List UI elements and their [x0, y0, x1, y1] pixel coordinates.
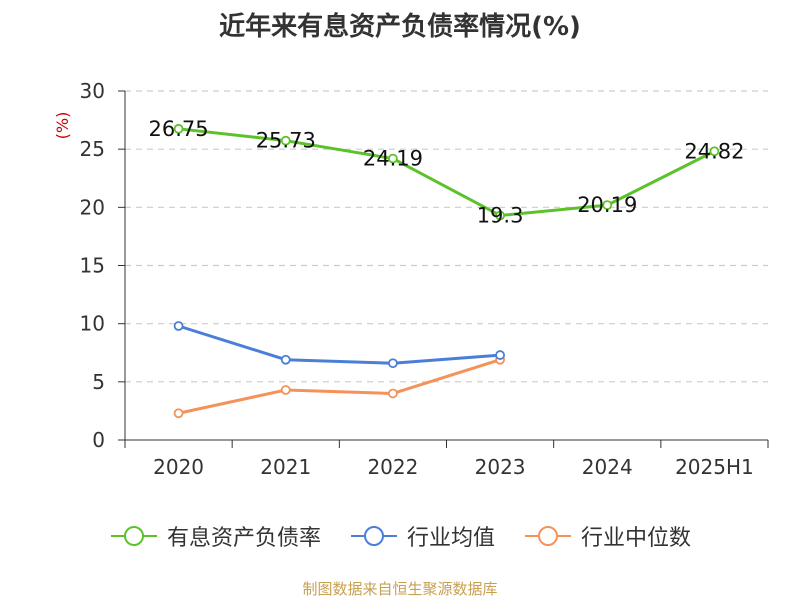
data-point-series-3	[173, 408, 184, 419]
y-axis-label: (%)	[53, 112, 72, 140]
data-point-series-1	[602, 200, 613, 211]
legend-label-series-2: 行业均值	[406, 526, 495, 551]
y-tick-label: 30	[80, 79, 105, 103]
x-tick-label: 2020	[153, 455, 204, 479]
data-label-series-1: 24.19	[363, 147, 423, 171]
x-tick-label: 2024	[582, 455, 633, 479]
data-label-series-1: 20.19	[577, 193, 637, 217]
data-source: 制图数据来自恒生聚源数据库	[302, 580, 498, 598]
y-tick-label: 5	[92, 370, 105, 394]
data-point-series-2	[495, 350, 505, 360]
y-tick-label: 25	[80, 137, 105, 161]
data-label-series-1: 25.73	[256, 129, 316, 153]
series-line-2	[178, 324, 501, 365]
data-label-series-1: 26.75	[149, 117, 209, 141]
legend-circle-series-2	[363, 526, 384, 546]
y-tick-label: 0	[92, 428, 105, 452]
legend-item-series-1[interactable]: 有息资产负债率	[109, 520, 321, 552]
x-tick-label: 2023	[475, 455, 526, 479]
data-point-series-2	[173, 321, 184, 331]
data-point-series-1	[280, 135, 291, 146]
legend-item-series-3[interactable]: 行业中位数	[523, 520, 691, 552]
y-tick-label: 20	[80, 195, 105, 219]
data-label-series-1: 19.3	[477, 203, 524, 227]
x-tick-label: 2022	[367, 455, 418, 479]
data-label-series-1: 24.82	[684, 139, 744, 163]
legend-marker-series-1	[110, 526, 157, 546]
data-point-series-1	[709, 146, 720, 157]
chart-title: 近年来有息资产负债率情况(%)	[219, 12, 581, 42]
data-point-series-3	[280, 385, 291, 395]
legend-marker-series-2	[350, 526, 397, 546]
data-point-series-1	[173, 123, 184, 134]
legend-item-series-2[interactable]: 行业均值	[349, 520, 495, 552]
y-tick-label: 10	[80, 312, 105, 336]
legend-circle-series-3	[538, 526, 558, 546]
series-line-1	[178, 127, 716, 217]
legend: 有息资产负债率 行业均值 行业中位数	[0, 520, 800, 552]
series-line-3	[178, 358, 501, 415]
legend-circle-series-1	[123, 526, 144, 546]
x-tick-label: 2021	[260, 455, 311, 479]
data-point-series-3	[388, 388, 398, 399]
legend-marker-series-3	[525, 526, 571, 546]
data-point-series-1	[495, 210, 505, 221]
legend-label-series-1: 有息资产负债率	[166, 526, 321, 551]
data-point-series-2	[280, 354, 291, 365]
data-point-series-2	[388, 358, 398, 369]
y-tick-label: 15	[80, 254, 105, 278]
data-point-series-1	[388, 153, 398, 164]
legend-label-series-3: 行业中位数	[581, 526, 692, 551]
x-tick-label: 2025H1	[675, 455, 754, 479]
